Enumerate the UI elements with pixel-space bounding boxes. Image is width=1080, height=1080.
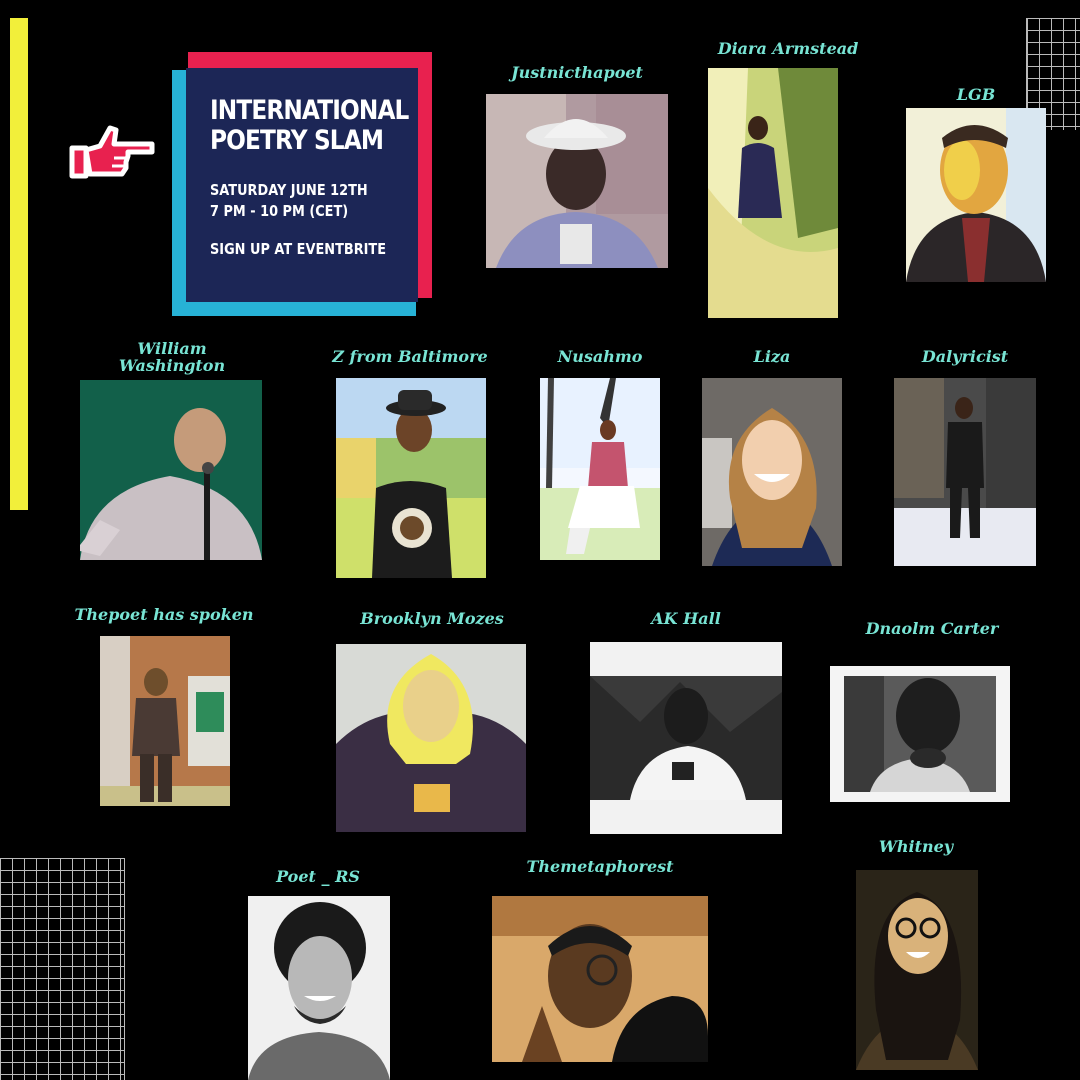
poet-name-whitney: Whitney	[878, 837, 954, 856]
poet-photo-themetaphorest	[492, 896, 708, 1062]
poet-photo-liza	[702, 378, 842, 566]
poet-photo-diara-armstead	[708, 68, 838, 318]
poster-panel: INTERNATIONAL POETRY SLAM SATURDAY JUNE …	[186, 68, 418, 302]
poet-name-brooklyn-mozes: Brooklyn Mozes	[360, 609, 504, 628]
poet-name-themetaphorest: Themetaphorest	[526, 857, 674, 876]
poet-name-diara-armstead: Diara Armstead	[717, 39, 859, 58]
poet-name-liza: Liza	[753, 347, 791, 366]
poet-name-dalyricist: Dalyricist	[921, 347, 1009, 366]
poet-name-z-from-baltimore: Z from Baltimore	[332, 347, 488, 366]
event-title-line1: INTERNATIONAL	[210, 95, 409, 126]
poet-name-nusahmo: Nusahmo	[557, 347, 643, 366]
poet-name-lgb: LGB	[956, 85, 996, 104]
poet-name-thepoet-has-spoken: Thepoet has spoken	[74, 605, 254, 624]
event-date: SATURDAY JUNE 12TH	[210, 181, 368, 199]
poet-name-poet-rs: Poet _ RS	[276, 867, 360, 886]
poet-photo-justnicthapoet	[486, 94, 668, 268]
poet-photo-thepoet-has-spoken	[100, 636, 230, 806]
poet-photo-brooklyn-mozes	[336, 644, 526, 832]
poet-name-ak-hall: AK Hall	[651, 609, 721, 628]
poet-name-dnaolm-carter: Dnaolm Carter	[865, 619, 999, 638]
poet-name-william-washington: William Washington	[118, 339, 226, 375]
event-signup: SIGN UP AT EVENTBRITE	[210, 240, 387, 258]
poet-name-justnicthapoet: Justnicthapoet	[511, 63, 643, 82]
event-time: 7 PM - 10 PM (CET)	[210, 202, 349, 220]
poet-photo-william-washington	[80, 380, 262, 560]
pointing-hand-icon	[66, 118, 158, 184]
yellow-accent-bar	[10, 18, 28, 510]
poet-photo-dnaolm-carter	[830, 666, 1010, 802]
poet-photo-lgb	[906, 108, 1046, 282]
event-title-line2: POETRY SLAM	[210, 125, 384, 156]
poet-photo-z-from-baltimore	[336, 378, 486, 578]
poet-photo-nusahmo	[540, 378, 660, 560]
poet-photo-dalyricist	[894, 378, 1036, 566]
event-poster: INTERNATIONAL POETRY SLAM SATURDAY JUNE …	[172, 52, 434, 316]
poet-photo-poet-rs	[248, 896, 390, 1080]
grid-pattern-bottom-left	[0, 858, 125, 1080]
poet-photo-whitney	[856, 870, 978, 1070]
poet-photo-ak-hall	[590, 642, 782, 834]
